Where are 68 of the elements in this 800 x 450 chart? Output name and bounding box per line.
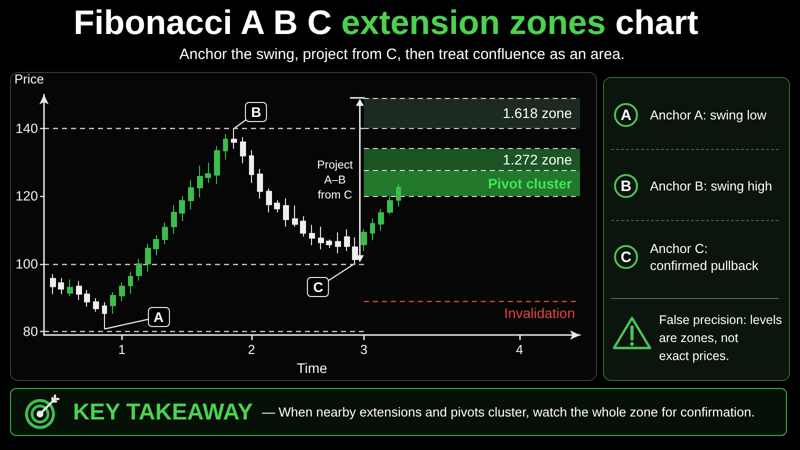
candlestick [309,224,315,246]
candlestick [197,165,203,198]
annotation: Project A–B from C [317,158,353,204]
circle-badge: C [614,245,638,269]
x-tick-label: 2 [248,342,256,358]
chart-subtitle: Anchor the swing, project from C, then treat confluence as an area. [178,46,626,64]
candlestick [110,292,116,314]
candlestick [266,188,272,213]
candlestick [153,234,159,256]
candlestick [179,196,185,222]
candlestick [292,205,298,228]
candlestick [249,150,254,184]
candlestick [361,228,367,252]
x-tick-label: 1 [118,342,126,358]
candlestick [214,146,220,184]
candlestick [67,279,73,297]
candlestick [240,136,246,164]
candlestick [145,243,151,272]
circle-badge: A [614,103,638,127]
candlestick [257,168,263,200]
candlestick [344,228,350,252]
candlestick [387,196,393,214]
candlestick [300,216,306,237]
x-tick-label: 3 [360,342,368,358]
candlestick [396,183,401,208]
candlestick [205,162,211,184]
candlestick [93,298,99,312]
text: — When nearby extensions and pivots cluster, watch the whole zone for confirmation. [262,404,755,420]
y-tick-label: 100 [15,256,38,272]
candlestick [58,278,64,295]
candlestick [335,232,341,254]
candlestick [326,239,332,249]
candlestick [188,179,194,210]
candlestick [128,271,133,294]
x-axis-title: Time [296,360,328,376]
candlestick [283,198,289,228]
candlestick [76,280,82,300]
text: Anchor C: confirmed pullback [650,240,758,274]
text: Anchor B: swing high [650,178,772,194]
text: Anchor A: swing low [650,106,766,124]
band-label: Pivot cluster [488,175,573,192]
chart-title: Fibonacci A B C extension zones chart [74,4,698,42]
candlestick [84,290,90,308]
y-tick-label: 80 [22,324,38,340]
candlestick [370,218,375,241]
annotation: B [245,102,268,122]
ref-line-label: Invalidation [504,305,575,322]
candlestick [231,128,237,150]
text: KEY TAKEAWAY [73,398,253,426]
circle-badge: B [614,174,638,198]
band-label: 1.618 zone [502,105,572,122]
candlestick [223,134,228,160]
candlestick [318,226,324,250]
y-tick-label: 140 [15,120,38,136]
candlestick [378,208,384,232]
candlestick [274,200,280,213]
band-label: 1.272 zone [502,152,572,168]
text: False precision: levels are zones, not exact prices. [659,312,782,365]
annotation: A [147,307,170,327]
candlestick [162,222,168,245]
candlestick [119,282,125,302]
annotation: C [307,277,330,298]
y-axis-title: Price [14,72,44,86]
candlestick [136,258,142,282]
candlestick [50,274,56,295]
x-tick-label: 4 [516,342,524,358]
candlestick [171,204,177,234]
y-tick-label: 120 [15,188,38,204]
